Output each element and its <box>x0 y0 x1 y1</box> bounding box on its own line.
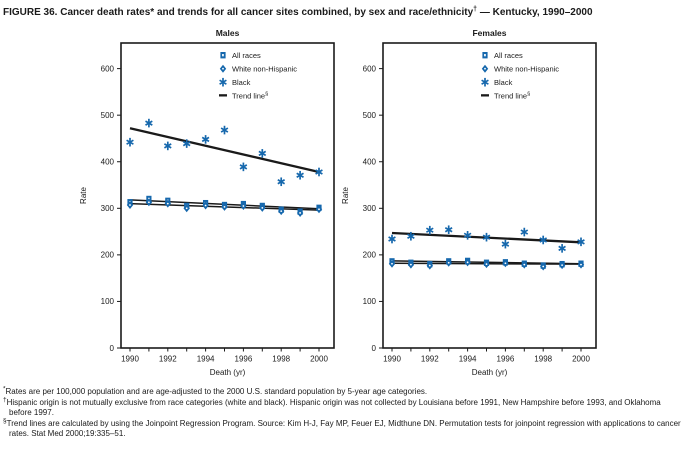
footnote-rates-text: Rates are per 100,000 population and are… <box>5 387 428 396</box>
svg-text:500: 500 <box>101 111 115 120</box>
series-black <box>388 225 585 253</box>
footnote-hispanic-text: Hispanic origin is not mutually exclusiv… <box>6 397 661 418</box>
plot-box <box>120 42 335 349</box>
svg-text:2000: 2000 <box>572 355 590 364</box>
legend-label-black: Black <box>232 78 251 87</box>
y-axis: 0 100 200 300 400 500 600 <box>363 64 383 353</box>
legend-label-all-races: All races <box>494 51 523 60</box>
footnote-hispanic: †Hispanic origin is not mutually exclusi… <box>3 395 682 419</box>
svg-text:2000: 2000 <box>310 355 328 364</box>
svg-text:1996: 1996 <box>235 355 253 364</box>
y-axis-label: Rate <box>341 187 350 204</box>
svg-text:200: 200 <box>363 251 377 260</box>
legend-label-trend-line: Trend line§ <box>232 92 268 101</box>
plot-svg-males: Males 0 100 200 300 400 500 600 1990 1992 1994 1996… <box>79 28 335 377</box>
y-axis-label: Rate <box>79 187 88 204</box>
svg-text:100: 100 <box>101 297 115 306</box>
chart-males: Males 0 100 200 300 400 500 600 1990 1992 1994 1996… <box>60 24 360 389</box>
legend-trend-line-swatch <box>219 94 227 97</box>
x-axis: 1990 1992 1994 1996 1998 2000 <box>121 348 328 364</box>
x-axis-label: Death (yr) <box>472 368 508 377</box>
figure-title-suffix: — Kentucky, 1990–2000 <box>477 7 593 18</box>
legend-label-white-non-hispanic: White non-Hispanic <box>494 65 559 74</box>
trend-lines <box>129 127 320 211</box>
svg-text:200: 200 <box>101 251 115 260</box>
svg-text:600: 600 <box>101 64 115 73</box>
legend: All races White non-Hispanic Black Trend li… <box>481 51 559 101</box>
footnote-trend-text: Trend lines are calculated by using the … <box>6 418 681 439</box>
svg-text:1992: 1992 <box>421 355 439 364</box>
svg-text:1994: 1994 <box>459 355 477 364</box>
series-black <box>126 118 323 187</box>
svg-text:1990: 1990 <box>121 355 139 364</box>
footnotes: *Rates are per 100,000 population and ar… <box>3 385 682 440</box>
footnote-asterisk-marker: * <box>3 385 6 393</box>
footnote-dagger-marker: † <box>3 395 7 403</box>
x-axis-label: Death (yr) <box>210 368 246 377</box>
svg-text:1998: 1998 <box>272 355 290 364</box>
series-white-non-hispanic <box>388 258 585 271</box>
legend-label-trend-line: Trend line§ <box>494 92 530 101</box>
figure-title: FIGURE 36. Cancer death rates* and trend… <box>3 4 683 19</box>
svg-text:400: 400 <box>363 158 377 167</box>
chart-females: Females 0 100 200 300 400 500 600 1990 1992 1994 19… <box>322 24 622 389</box>
svg-text:1998: 1998 <box>534 355 552 364</box>
legend-label-white-non-hispanic: White non-Hispanic <box>232 65 297 74</box>
svg-text:300: 300 <box>101 204 115 213</box>
legend-label-black: Black <box>494 78 513 87</box>
svg-text:1994: 1994 <box>197 355 215 364</box>
footnote-section-marker: § <box>3 416 7 424</box>
trend-line-black <box>129 127 320 174</box>
svg-text:600: 600 <box>363 64 377 73</box>
footnote-rates: *Rates are per 100,000 population and ar… <box>3 385 682 398</box>
y-axis: 0 100 200 300 400 500 600 <box>101 64 121 353</box>
plot-box <box>382 42 597 349</box>
svg-text:400: 400 <box>101 158 115 167</box>
footnote-trend: §Trend lines are calculated by using the… <box>3 416 682 440</box>
x-axis: 1990 1992 1994 1996 1998 2000 <box>383 348 590 364</box>
legend-trend-line-swatch <box>481 94 489 97</box>
figure-title-text: FIGURE 36. Cancer death rates* and trend… <box>3 7 474 18</box>
svg-text:1992: 1992 <box>159 355 177 364</box>
svg-text:0: 0 <box>110 344 115 353</box>
svg-text:100: 100 <box>363 297 377 306</box>
legend-label-all-races: All races <box>232 51 261 60</box>
legend: All races White non-Hispanic Black Trend li… <box>219 51 297 101</box>
svg-text:500: 500 <box>363 111 377 120</box>
panel-title: Females <box>472 28 506 38</box>
svg-text:1996: 1996 <box>497 355 515 364</box>
svg-text:1990: 1990 <box>383 355 401 364</box>
svg-text:0: 0 <box>372 344 377 353</box>
figure-title-dagger: † <box>473 6 478 13</box>
panel-title: Males <box>216 28 240 38</box>
svg-text:300: 300 <box>363 204 377 213</box>
